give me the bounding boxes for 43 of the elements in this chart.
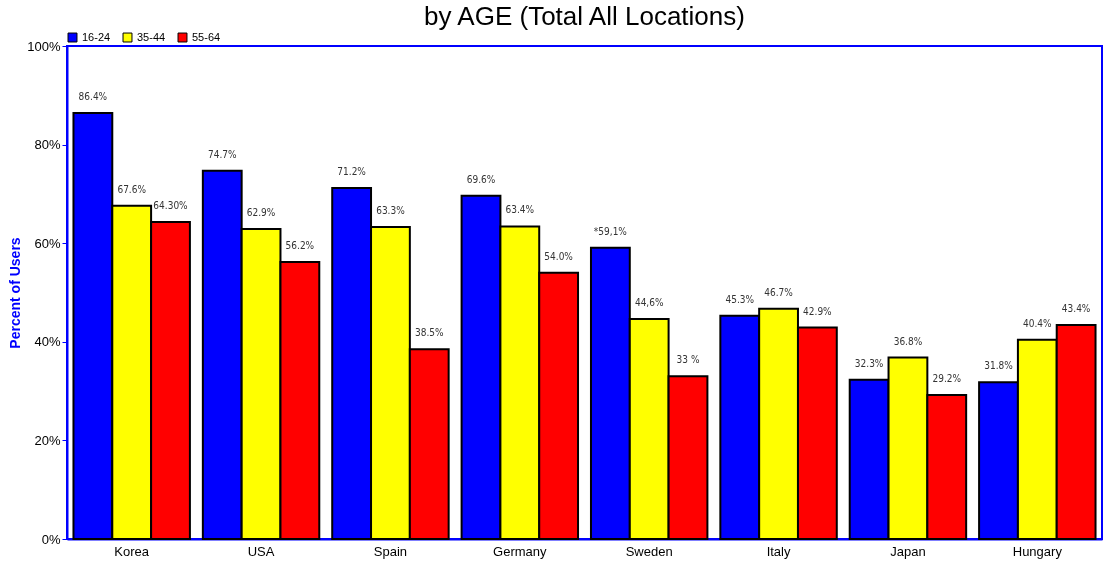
x-tick-label: Spain xyxy=(373,543,408,559)
y-tick-label: 20% xyxy=(34,432,61,448)
data-label: 71.2% xyxy=(337,165,367,177)
data-label: 56.2% xyxy=(285,239,315,251)
data-label: 67.6% xyxy=(117,183,147,195)
data-label: 54.0% xyxy=(544,250,574,262)
y-tick-label: 100% xyxy=(27,38,61,54)
data-label: 46.7% xyxy=(764,286,794,298)
y-tick-label: 0% xyxy=(41,531,61,547)
legend-label: 55-64 xyxy=(192,30,221,43)
y-tick-label: 80% xyxy=(34,137,61,153)
data-label: 63.3% xyxy=(376,204,406,216)
data-label: 45.3% xyxy=(725,293,755,305)
x-tick-label: Italy xyxy=(766,543,791,559)
data-label: 38.5% xyxy=(414,327,444,339)
data-label: 40.4% xyxy=(1023,317,1053,329)
x-tick-label: Korea xyxy=(114,543,150,559)
data-label: 62.9% xyxy=(246,206,276,218)
data-label: 29.2% xyxy=(932,373,962,385)
x-tick-label: Hungary xyxy=(1012,543,1063,559)
data-label: 32.3% xyxy=(854,357,884,369)
data-label: 69.6% xyxy=(466,173,496,185)
data-label: 86.4% xyxy=(78,91,108,103)
data-label: 74.7% xyxy=(207,148,237,160)
legend-label: 16-24 xyxy=(82,30,111,43)
y-tick-label: 60% xyxy=(34,235,61,251)
x-tick-label: Germany xyxy=(493,543,548,559)
data-label: 31.8% xyxy=(984,360,1014,372)
y-tick-label: 40% xyxy=(34,334,61,350)
legend-label: 35-44 xyxy=(137,30,166,43)
data-label: 36.8% xyxy=(893,335,923,347)
data-label: 43.4% xyxy=(1061,303,1091,315)
x-tick-label: Sweden xyxy=(625,543,673,559)
x-tick-label: Japan xyxy=(890,543,926,559)
data-label: 44,6% xyxy=(634,297,664,309)
x-tick-label: USA xyxy=(247,543,275,559)
data-label: *59,1% xyxy=(593,225,628,237)
y-axis-title: Percent of Users xyxy=(7,237,24,349)
data-label: 33 % xyxy=(676,354,700,366)
data-label: 63.4% xyxy=(505,204,535,216)
data-label: 64.30% xyxy=(153,200,189,211)
data-label: 42.9% xyxy=(803,305,833,317)
chart-title: by AGE (Total All Locations) xyxy=(424,1,745,31)
